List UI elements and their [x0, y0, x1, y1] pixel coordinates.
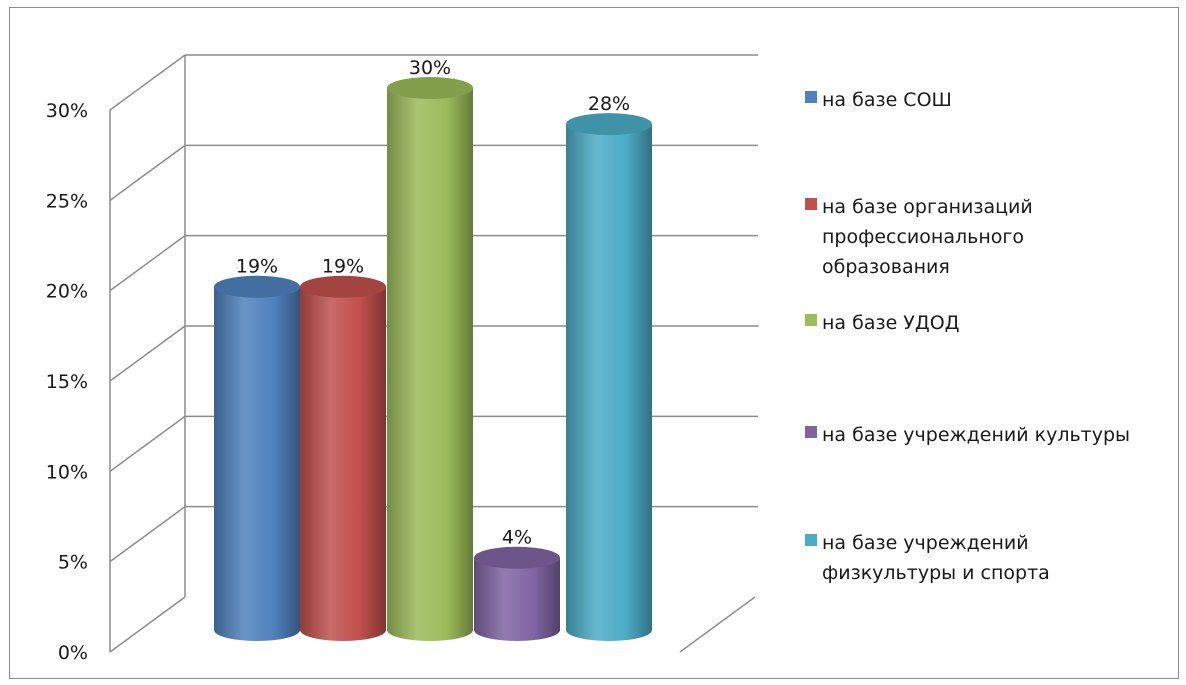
legend-item: на базе учреждений физкультуры и спорта [805, 528, 1172, 588]
y-axis-ticks: 0% 5% 10% 15% 20% 25% 30% [46, 100, 88, 664]
y-tick-label: 20% [46, 281, 88, 303]
legend-swatch [805, 314, 817, 326]
data-label: 30% [409, 57, 451, 79]
legend-label: на базе учреждений физкультуры и спорта [822, 532, 1050, 584]
bar [387, 77, 473, 641]
y-tick-label: 10% [46, 461, 88, 483]
y-tick-label: 0% [58, 642, 88, 664]
floor-edge [679, 596, 756, 653]
floor-edge [109, 596, 186, 653]
data-labels: 19% 19% 30% 4% 28% [236, 57, 630, 549]
legend-label: на базе организаций профессионального об… [822, 196, 1033, 278]
data-label: 19% [322, 256, 364, 278]
legend-swatch [805, 426, 817, 438]
legend-label: на базе СОШ [822, 89, 952, 111]
legend-item: на базе СОШ [805, 85, 1172, 115]
data-label: 19% [236, 256, 278, 278]
side-gridline [109, 325, 186, 382]
data-label: 4% [502, 527, 532, 549]
bar-body [474, 557, 560, 641]
side-gridline [109, 415, 186, 472]
bar [214, 275, 300, 641]
legend-swatch [805, 91, 817, 103]
bar-body [566, 124, 652, 642]
legend-label: на базе учреждений культуры [822, 424, 1131, 446]
data-label: 28% [588, 93, 630, 115]
legend-label: на базе УДОД [822, 312, 960, 334]
bar-body [300, 286, 386, 641]
bar [474, 546, 560, 641]
y-tick-label: 30% [46, 100, 88, 122]
legend-swatch [805, 198, 817, 210]
y-tick-label: 5% [58, 552, 88, 574]
bar-top [300, 275, 386, 298]
bar [300, 275, 386, 641]
legend-item: на базе УДОД [805, 308, 1172, 338]
bar-top [474, 546, 560, 569]
legend: на базе СОШ на базе организаций професси… [805, 0, 1175, 685]
legend-swatch [805, 534, 817, 546]
legend-item: на базе организаций профессионального об… [805, 192, 1172, 282]
side-gridline [109, 506, 186, 563]
bar-top [387, 77, 473, 99]
bar-body [214, 286, 300, 641]
bars [214, 77, 652, 642]
side-gridline [109, 144, 186, 201]
y-tick-label: 15% [46, 371, 88, 393]
side-gridline [109, 54, 186, 111]
bar-top [566, 113, 652, 136]
bar-body [387, 88, 473, 641]
legend-item: на базе учреждений культуры [805, 420, 1172, 450]
bar-top [214, 275, 300, 298]
y-tick-label: 25% [46, 190, 88, 212]
bar [566, 113, 652, 642]
side-gridline [109, 235, 186, 292]
